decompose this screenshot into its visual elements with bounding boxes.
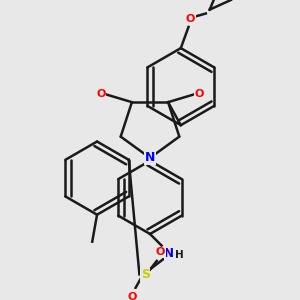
- Text: O: O: [156, 247, 165, 257]
- Text: O: O: [127, 292, 136, 300]
- Text: O: O: [194, 89, 203, 99]
- Text: N: N: [164, 247, 174, 260]
- Text: O: O: [97, 89, 106, 99]
- Text: O: O: [186, 14, 195, 24]
- Text: S: S: [141, 268, 150, 281]
- Text: H: H: [175, 250, 183, 260]
- Text: N: N: [145, 152, 155, 164]
